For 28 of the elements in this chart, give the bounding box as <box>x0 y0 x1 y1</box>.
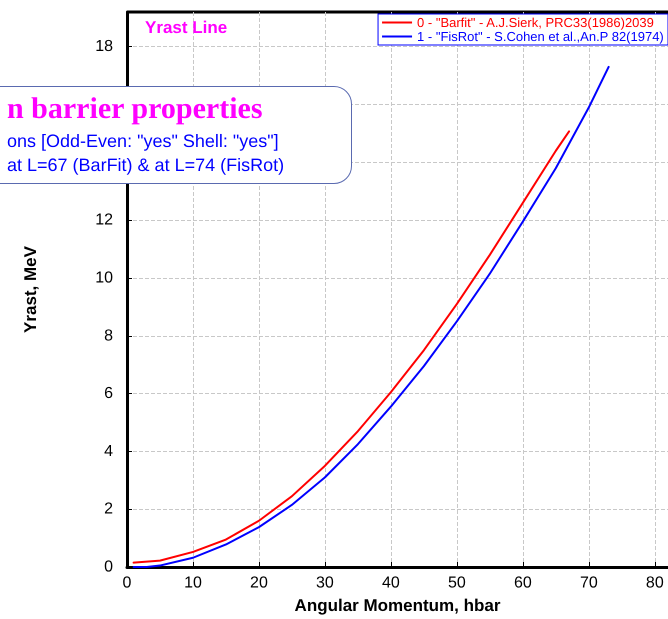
y-tick-label: 10 <box>95 269 114 286</box>
y-tick-label: 18 <box>95 38 114 56</box>
x-tick-label: 60 <box>514 574 532 592</box>
x-tick-label: 40 <box>382 574 400 592</box>
y-axis-title: Yrast, MeV <box>21 245 40 333</box>
x-tick-label: 0 <box>122 574 132 592</box>
x-tick-label: 50 <box>448 574 466 592</box>
y-tick-label: 4 <box>104 442 114 460</box>
chart-title: Yrast Line <box>145 18 228 37</box>
x-tick-label: 80 <box>646 574 664 592</box>
legend-label: 0 - "Barfit" - A.J.Sierk, PRC33(1986)2039 <box>417 15 654 30</box>
line-series <box>132 66 610 568</box>
y-tick-label: 2 <box>104 500 114 518</box>
x-tick-label: 20 <box>250 574 268 592</box>
x-tick-label: 10 <box>184 574 202 592</box>
annotation: at L=67 (BarFit) & at L=74 (FisRot) <box>7 154 286 177</box>
y-tick-label: 6 <box>104 385 114 402</box>
x-axis-title: Angular Momentum, hbar <box>294 596 501 615</box>
y-tick-label: 12 <box>95 212 114 229</box>
line-series <box>132 130 570 564</box>
y-tick-label: 0 <box>104 558 114 576</box>
legend-label: 1 - "FisRot" - S.Cohen et al.,An.P 82(1974) <box>417 29 664 44</box>
note-box: n barrier properties ons [Odd-Even: "yes" Shell: "yes"] at L=67 (BarFit) & at L=74 (FisRot) <box>0 86 352 184</box>
x-tick-label: 30 <box>316 574 334 592</box>
x-tick-label: 70 <box>580 574 598 592</box>
annotation: n barrier properties <box>7 91 264 127</box>
y-tick-label: 8 <box>104 327 114 344</box>
annotation: ons [Odd-Even: "yes" Shell: "yes"] <box>7 130 280 153</box>
